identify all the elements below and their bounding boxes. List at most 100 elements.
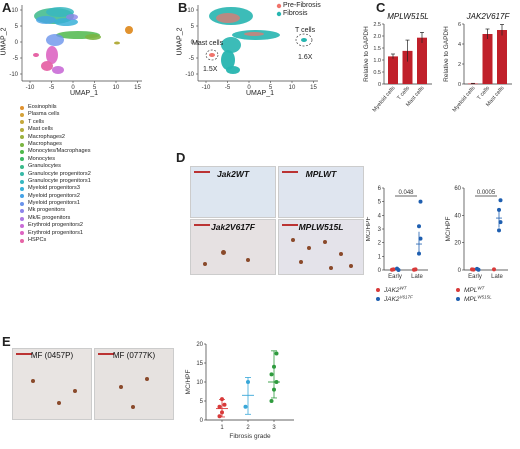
scale-bar bbox=[282, 224, 298, 226]
chart-title: JAK2V617F bbox=[466, 12, 511, 21]
y-tick-label: 10 bbox=[187, 8, 194, 14]
y-tick-label: 0 bbox=[191, 40, 195, 46]
x-tick-label: 2 bbox=[246, 425, 250, 431]
legend-item: Myeloid progenitors2 bbox=[20, 193, 91, 200]
category-label: Myeloid cells bbox=[372, 85, 397, 113]
y-tick-label: 0 bbox=[378, 268, 382, 274]
panel-b-tcell-fold: 1.6X bbox=[298, 54, 313, 61]
y-tick-label: 3 bbox=[378, 227, 382, 233]
panel-b-mast-circle bbox=[205, 49, 219, 61]
legend-item: Erythroid progenitors1 bbox=[20, 230, 91, 237]
y-tick-label: 2.0 bbox=[373, 34, 381, 40]
y-tick-label: 10 bbox=[11, 8, 18, 14]
data-point bbox=[498, 198, 503, 203]
legend-label: Eosinophils bbox=[28, 104, 57, 110]
y-tick-label: 0 bbox=[378, 82, 381, 88]
y-tick-label: 6 bbox=[378, 186, 382, 192]
panel-d-image-mplw515l: MPLW515L bbox=[278, 219, 364, 275]
y-tick-label: 0 bbox=[458, 82, 461, 88]
panel-a-clusters bbox=[33, 7, 133, 74]
y-tick-label: 10 bbox=[196, 380, 203, 386]
legend-label: Mast cells bbox=[28, 126, 53, 133]
x-tick-label: 5 bbox=[269, 85, 273, 91]
y-tick-label: 4 bbox=[378, 213, 382, 219]
legend-swatch bbox=[20, 179, 24, 184]
legend-label: Macrophages bbox=[28, 140, 62, 147]
data-point bbox=[471, 267, 476, 272]
panel-e-letter: E bbox=[2, 334, 11, 349]
scale-bar bbox=[194, 171, 210, 173]
legend-swatch bbox=[20, 172, 24, 177]
panel-a-ylabel: UMAP_2 bbox=[0, 27, 8, 56]
panel-e-image-0777k: MF (0777K) bbox=[94, 348, 174, 420]
category-label: Myeloid cells bbox=[452, 85, 477, 113]
legend-item: Erythroid progenitors2 bbox=[20, 222, 91, 229]
data-point bbox=[269, 399, 274, 403]
y-tick-label: 20 bbox=[196, 342, 203, 348]
legend-swatch bbox=[20, 142, 24, 147]
legend-item: Myeloid progenitors3 bbox=[20, 185, 91, 192]
panel-a-letter: A bbox=[2, 0, 12, 15]
legend-label: MPLW515L bbox=[464, 295, 492, 304]
legend-swatch bbox=[20, 113, 24, 118]
panel-d-image-label: MPLW515L bbox=[298, 222, 344, 232]
data-point bbox=[418, 199, 423, 204]
legend-swatch bbox=[20, 157, 24, 162]
panel-b-xlabel: UMAP_1 bbox=[246, 90, 275, 97]
legend-item: T cells bbox=[20, 119, 91, 126]
legend-item: Mk progenitors bbox=[20, 207, 91, 214]
y-tick-label: 6 bbox=[458, 22, 461, 28]
y-axis-label: MC/HPF bbox=[366, 217, 372, 242]
legend-swatch bbox=[456, 297, 460, 301]
scale-bar bbox=[282, 171, 298, 173]
legend-label: Erythroid progenitors2 bbox=[28, 222, 84, 229]
data-point bbox=[476, 267, 481, 272]
panel-a-xlabel: UMAP_1 bbox=[70, 90, 99, 97]
data-point bbox=[274, 351, 279, 356]
panel-d-chart-1: 0 20 40 60 MC/HPF Early Late 0.0005 MPLWTMPLW515… bbox=[445, 186, 508, 303]
bar bbox=[417, 37, 427, 84]
data-point bbox=[417, 224, 421, 229]
y-axis-label: MC/HPF bbox=[185, 370, 192, 395]
legend-item: Mk/E progenitors bbox=[20, 215, 91, 222]
legend-item: Myeloid progenitors1 bbox=[20, 200, 91, 207]
legend-swatch bbox=[20, 194, 24, 199]
bar bbox=[468, 83, 478, 85]
legend-swatch bbox=[20, 135, 24, 140]
legend-label: Macrophages2 bbox=[28, 133, 66, 140]
data-point bbox=[497, 228, 501, 233]
y-tick-label: 5 bbox=[191, 24, 195, 30]
y-tick-label: 0 bbox=[458, 268, 462, 274]
x-axis-label: Fibrosis grade bbox=[229, 433, 271, 440]
legend-swatch bbox=[376, 297, 380, 301]
legend-label: Mk/E progenitors bbox=[28, 214, 71, 221]
legend-swatch bbox=[20, 186, 24, 191]
panel-d-image-jak2wt: Jak2WT bbox=[190, 166, 276, 218]
category-label: Late bbox=[411, 274, 423, 280]
panel-c-letter: C bbox=[376, 0, 386, 15]
bar bbox=[497, 30, 507, 84]
panel-d-image-label: Jak2WT bbox=[216, 169, 250, 179]
y-tick-label: 5 bbox=[378, 200, 382, 206]
panel-e-scatter-chart: 0 5 10 15 20 MC/HPF Fibrosis grade 1 2 3 bbox=[185, 342, 294, 440]
y-tick-label: 0.5 bbox=[373, 70, 381, 76]
legend-swatch bbox=[20, 127, 24, 132]
panel-e-chart: 0 5 10 15 20 MC/HPF Fibrosis grade 1 2 3 bbox=[185, 342, 294, 440]
p-value: 0.0005 bbox=[477, 190, 496, 196]
panel-b-tcell-circle bbox=[295, 33, 313, 47]
data-point bbox=[413, 267, 418, 272]
legend-item: Granulocytes bbox=[20, 163, 91, 170]
scale-bar bbox=[16, 353, 32, 355]
y-tick-label: 15 bbox=[196, 361, 203, 367]
legend-label: JAK2V617F bbox=[383, 295, 413, 304]
legend-item: Plasma cells bbox=[20, 111, 91, 118]
bar bbox=[402, 50, 413, 84]
p-value: 0.048 bbox=[398, 190, 414, 196]
panel-e-image-label: MF (0777K) bbox=[112, 351, 156, 360]
legend-swatch bbox=[20, 216, 24, 221]
chart-title: MPLW515L bbox=[387, 12, 429, 21]
legend-label: Granulocyte progenitors2 bbox=[28, 170, 91, 177]
data-point bbox=[498, 220, 503, 225]
